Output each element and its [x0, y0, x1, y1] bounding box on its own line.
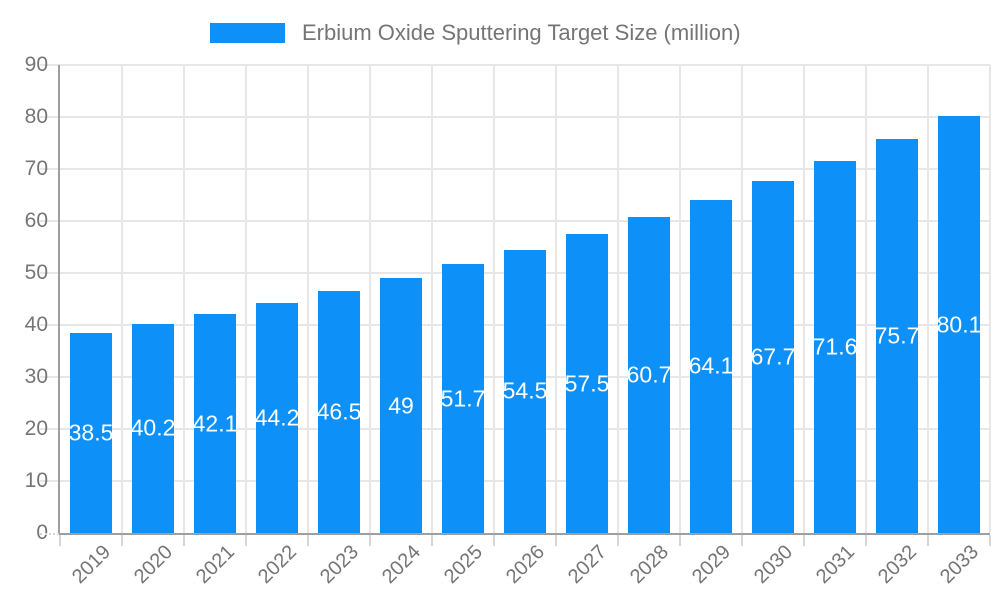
v-gridline — [307, 65, 309, 533]
bar-value-label: 60.7 — [626, 361, 672, 388]
baseline-tick — [40, 533, 59, 535]
y-tick-label: 40 — [24, 313, 48, 336]
x-axis-tick — [245, 535, 247, 546]
x-tick-label: 2027 — [563, 541, 611, 589]
x-tick-label: 2028 — [625, 541, 673, 589]
v-gridline — [741, 65, 743, 533]
bar[interactable] — [256, 303, 298, 533]
x-axis-tick — [741, 535, 743, 546]
x-tick-label: 2019 — [67, 541, 115, 589]
x-tick-label: 2029 — [687, 541, 735, 589]
x-tick-label: 2020 — [129, 541, 177, 589]
bar-value-label: 51.7 — [440, 385, 486, 412]
v-gridline — [865, 65, 867, 533]
x-axis-tick — [803, 535, 805, 546]
v-gridline — [679, 65, 681, 533]
v-gridline — [927, 65, 929, 533]
x-tick-label: 2021 — [191, 541, 239, 589]
bar-value-label: 54.5 — [502, 377, 548, 404]
x-axis-tick — [369, 535, 371, 546]
bar[interactable] — [938, 116, 980, 533]
h-gridline — [40, 116, 990, 118]
x-tick-label: 2023 — [315, 541, 363, 589]
y-tick-label: 30 — [24, 365, 48, 388]
x-tick-label: 2032 — [873, 541, 921, 589]
bar[interactable] — [380, 278, 422, 533]
x-axis-tick — [927, 535, 929, 546]
v-gridline — [183, 65, 185, 533]
v-gridline — [493, 65, 495, 533]
bar-value-label: 75.7 — [874, 322, 920, 349]
y-tick-label: 90 — [24, 53, 48, 76]
x-axis-tick — [617, 535, 619, 546]
bar[interactable] — [132, 323, 174, 533]
y-tick-label: 50 — [24, 261, 48, 284]
bar[interactable] — [194, 314, 236, 533]
bar[interactable] — [814, 160, 856, 533]
v-gridline — [617, 65, 619, 533]
bar[interactable] — [690, 199, 732, 533]
v-gridline — [803, 65, 805, 533]
bar[interactable] — [566, 234, 608, 533]
bar-value-label: 80.1 — [936, 311, 982, 338]
bar[interactable] — [318, 291, 360, 533]
x-axis-tick — [307, 535, 309, 546]
x-tick-label: 2026 — [501, 541, 549, 589]
bar[interactable] — [70, 332, 112, 533]
v-gridline — [369, 65, 371, 533]
x-axis-tick — [431, 535, 433, 546]
v-gridline — [989, 65, 991, 533]
x-tick-label: 2025 — [439, 541, 487, 589]
x-tick-label: 2031 — [811, 541, 859, 589]
x-axis-tick — [989, 535, 991, 546]
bar-value-label: 49 — [388, 392, 414, 419]
legend-label: Erbium Oxide Sputtering Target Size (mil… — [302, 20, 741, 45]
y-tick-label: 80 — [24, 105, 48, 128]
x-tick-label: 2030 — [749, 541, 797, 589]
y-tick-label: 60 — [24, 209, 48, 232]
bar[interactable] — [876, 139, 918, 533]
bar[interactable] — [752, 180, 794, 533]
x-axis-tick — [183, 535, 185, 546]
x-axis-tick — [555, 535, 557, 546]
x-axis-tick — [121, 535, 123, 546]
h-gridline — [40, 220, 990, 222]
x-axis-tick — [679, 535, 681, 546]
bar[interactable] — [442, 264, 484, 533]
v-gridline — [431, 65, 433, 533]
h-gridline — [40, 64, 990, 66]
x-axis-tick — [865, 535, 867, 546]
legend-swatch — [210, 23, 285, 43]
bar[interactable] — [628, 217, 670, 533]
y-tick-label: 10 — [24, 469, 48, 492]
x-axis-line — [58, 533, 990, 535]
bar-value-label: 67.7 — [750, 343, 796, 370]
y-axis-line — [58, 65, 60, 535]
bar-value-label: 46.5 — [316, 398, 362, 425]
x-tick-label: 2024 — [377, 541, 425, 589]
y-tick-label: 20 — [24, 417, 48, 440]
y-tick-label: 0 — [36, 521, 48, 544]
x-axis-tick — [493, 535, 495, 546]
y-tick-label: 70 — [24, 157, 48, 180]
bar-value-label: 71.6 — [812, 333, 858, 360]
v-gridline — [555, 65, 557, 533]
h-gridline — [40, 168, 990, 170]
bar[interactable] — [504, 249, 546, 533]
bar-value-label: 44.2 — [254, 404, 300, 431]
x-tick-label: 2022 — [253, 541, 301, 589]
bar-value-label: 64.1 — [688, 352, 734, 379]
x-axis-tick — [59, 535, 61, 546]
bar-value-label: 40.2 — [130, 414, 176, 441]
v-gridline — [121, 65, 123, 533]
bar-value-label: 57.5 — [564, 370, 610, 396]
bar-value-label: 38.5 — [68, 419, 114, 446]
x-tick-label: 2033 — [935, 541, 983, 589]
bar-value-label: 42.1 — [192, 410, 238, 437]
v-gridline — [245, 65, 247, 533]
